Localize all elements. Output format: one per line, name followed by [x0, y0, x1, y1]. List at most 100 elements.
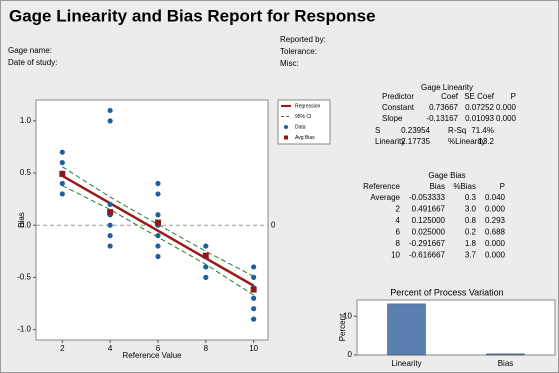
data-point	[59, 149, 65, 155]
reference-label: 0	[271, 220, 276, 229]
x-tick-label: 6	[156, 344, 161, 353]
table-title: Gage Bias	[428, 171, 465, 180]
table-cell: 0.025000	[412, 228, 446, 237]
data-point	[203, 243, 209, 249]
table-cell: R-Sq	[448, 126, 466, 135]
x-tick-label: Linearity	[391, 359, 421, 368]
table-cell: 13.2	[478, 137, 494, 146]
data-point	[107, 118, 113, 124]
avg-bias-marker	[202, 252, 209, 259]
data-point	[155, 233, 161, 239]
regression-line	[61, 174, 255, 287]
plot-area	[35, 99, 269, 341]
table-cell: -0.13167	[426, 114, 458, 123]
legend-label: Data	[295, 124, 306, 130]
table-cell: 8	[396, 239, 401, 248]
y-axis-label: Bias	[17, 212, 26, 228]
x-axis-label: Reference Value	[123, 351, 183, 360]
table-cell: 0.000	[485, 251, 506, 260]
table-cell: 3.7	[465, 251, 477, 260]
data-point	[155, 180, 161, 187]
table-cell: -0.616667	[409, 251, 446, 260]
column-header: Reference	[363, 182, 400, 191]
table-cell: 0.293	[485, 216, 506, 225]
table-cell: 0.73667	[429, 103, 458, 112]
bar	[486, 353, 525, 356]
x-tick-label: 4	[108, 344, 113, 353]
y-tick-label: 1.0	[20, 116, 32, 125]
data-point	[59, 180, 65, 187]
column-header: SE Coef	[464, 92, 495, 101]
table-cell: 0.01093	[465, 114, 494, 123]
table-cell: 0.000	[496, 103, 517, 112]
table-cell: %Linearity	[448, 137, 485, 146]
data-point	[107, 201, 113, 207]
y-tick-label: -1.0	[17, 325, 31, 334]
data-point	[155, 253, 161, 260]
avg-bias-marker	[107, 209, 114, 216]
data-point	[155, 243, 161, 249]
field: Date of study:	[8, 58, 57, 67]
legend-label: Avg Bias	[295, 135, 315, 141]
field: Gage name:	[8, 46, 52, 55]
table-cell: 71.4%	[471, 126, 494, 135]
data-point	[107, 222, 113, 228]
column-header: Predictor	[382, 92, 414, 101]
field: Tolerance:	[280, 47, 317, 56]
table-cell: 0.688	[485, 228, 506, 237]
data-point	[59, 191, 65, 197]
table-cell: 0.2	[465, 228, 477, 237]
avg-bias-marker	[250, 286, 257, 293]
data-point	[251, 274, 257, 280]
data-point	[251, 316, 257, 322]
table-cell: 0.000	[485, 205, 506, 214]
legend-label: 95% CI	[295, 114, 311, 120]
table-cell: Average	[370, 193, 400, 202]
table-cell: 0.23954	[401, 126, 430, 135]
table-cell: 1.8	[465, 239, 477, 248]
table-cell: 2.17735	[401, 137, 430, 146]
data-point	[107, 243, 113, 249]
data-point	[155, 212, 161, 218]
avg-bias-marker	[154, 219, 161, 226]
data-point	[107, 107, 113, 114]
column-header: %Bias	[453, 182, 476, 191]
table-cell: 0.491667	[412, 205, 446, 214]
x-tick-label: 2	[60, 344, 65, 353]
chart-title: Percent of Process Variation	[390, 287, 503, 297]
table-cell: 0.07252	[465, 103, 494, 112]
data-point	[203, 274, 209, 280]
data-point	[59, 160, 65, 166]
y-tick-label: 0.5	[20, 168, 32, 177]
column-header: P	[511, 92, 516, 101]
legend-swatch	[284, 135, 288, 140]
table-cell: 0.040	[485, 193, 506, 202]
table-cell: S	[375, 126, 380, 135]
table-cell: 0.3	[465, 193, 477, 202]
column-header: Coef	[441, 92, 459, 101]
table-cell: Slope	[382, 114, 403, 123]
data-point	[155, 191, 161, 197]
y-tick-label: -0.5	[17, 273, 31, 282]
table-cell: 0.000	[496, 114, 517, 123]
table-cell: 6	[396, 228, 401, 237]
field: Reported by:	[280, 35, 326, 44]
table-cell: 4	[396, 216, 401, 225]
data-point	[107, 233, 113, 239]
report-title: Gage Linearity and Bias Report for Respo…	[9, 6, 376, 25]
table-cell: 2	[396, 205, 401, 214]
ci-line	[62, 166, 254, 277]
table-cell: 0.125000	[412, 216, 446, 225]
table-cell: 3.0	[465, 205, 477, 214]
field: Misc:	[280, 59, 299, 68]
x-tick-label: 8	[204, 344, 209, 353]
y-axis-label: Percent	[338, 313, 347, 341]
y-tick-label: 10	[343, 311, 352, 320]
table-cell: 10	[391, 251, 400, 260]
x-tick-label: 10	[249, 344, 258, 353]
y-tick-label: 0	[348, 350, 353, 359]
data-point	[203, 264, 209, 270]
data-point	[251, 264, 257, 270]
table-title: Gage Linearity	[421, 83, 473, 92]
